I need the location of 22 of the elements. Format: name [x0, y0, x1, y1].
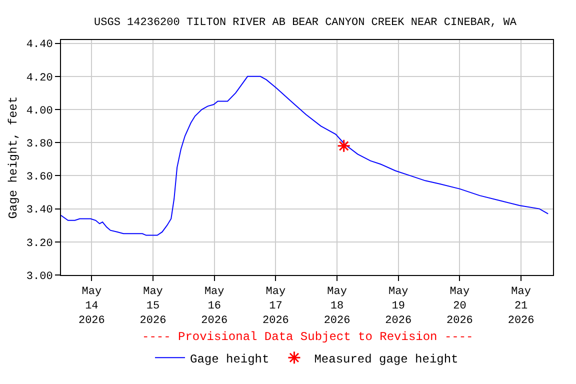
x-tick-label: May 14 2026 [78, 286, 105, 327]
x-tick-label: May 17 2026 [262, 286, 289, 327]
chart-title: USGS 14236200 TILTON RIVER AB BEAR CANYON CREEK NEAR CINEBAR, WA [94, 16, 517, 29]
y-tick-label: 4.20 [26, 72, 53, 84]
y-axis-title: Gage height, feet [6, 96, 21, 219]
y-tick-label: 3.20 [26, 238, 53, 250]
text: ---- Provisional Data Subject to Revision ---- [142, 330, 474, 344]
y-tick-label: 3.60 [26, 172, 53, 184]
line-series [61, 76, 549, 236]
y-tick-label: 3.00 [26, 270, 53, 283]
x-tick-label: May 18 2026 [324, 286, 350, 327]
y-tick-label: 3.80 [26, 138, 53, 150]
x-tick-label: May 20 2026 [446, 286, 473, 327]
y-tick-label: 3.40 [26, 204, 53, 217]
y-tick-label: 4.00 [26, 105, 53, 118]
x-tick-label: May 15 2026 [140, 286, 166, 327]
legend-label: Gage height [190, 352, 270, 366]
legend-label: Measured gage height [314, 352, 458, 366]
x-tick-label: May 16 2026 [201, 286, 228, 327]
x-tick-label: May 21 2026 [508, 286, 534, 327]
y-tick-label: 4.40 [26, 39, 53, 52]
x-tick-label: May 19 2026 [385, 286, 412, 327]
